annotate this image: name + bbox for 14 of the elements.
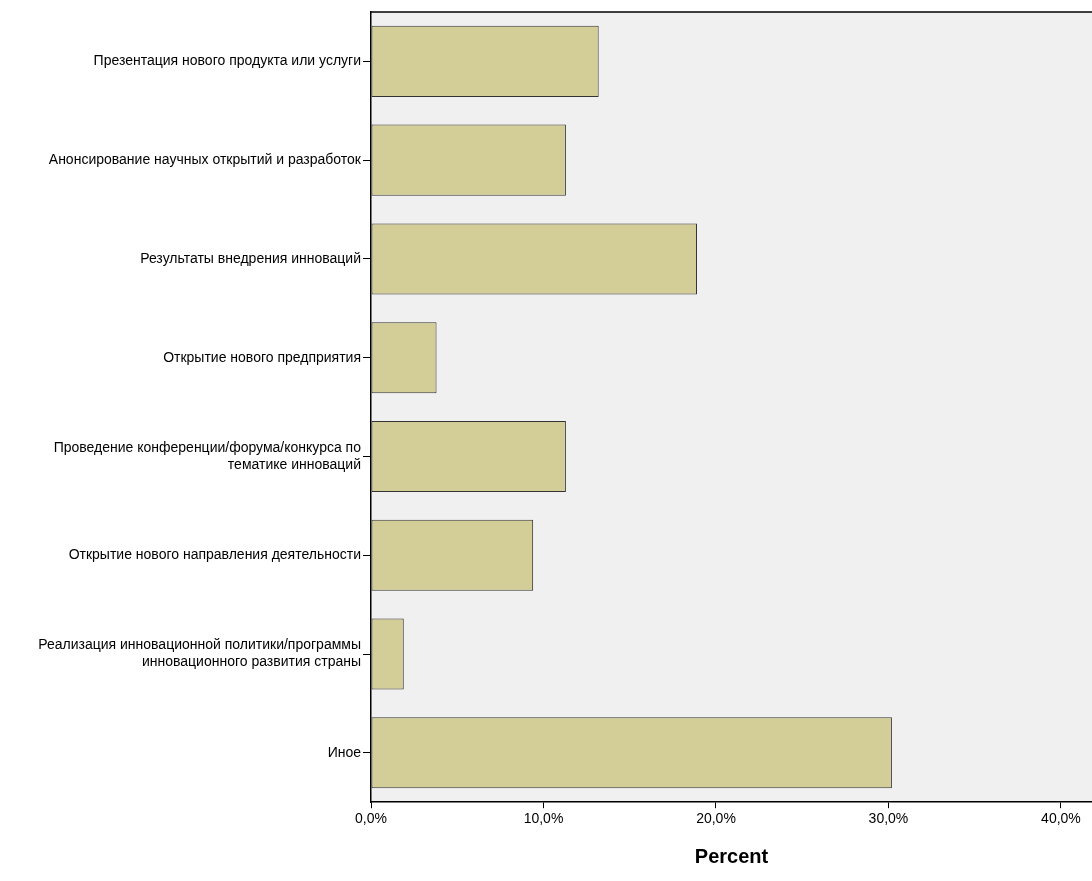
y-tick-label: Реализация инновационной политики/программы инновационного развития страны [38, 636, 361, 670]
x-tick-label: 10,0% [523, 810, 564, 827]
y-tick-label: Открытие нового направления деятельности [68, 546, 361, 563]
y-tick-label: Анонсирование научных открытий и разработок [48, 151, 362, 168]
x-tick-label: 30,0% [868, 810, 909, 827]
y-tick-label: Презентация нового продукта или услуги [93, 52, 361, 69]
y-tick-label: Иное [327, 743, 362, 760]
y-tick-label: Открытие нового предприятия [163, 348, 361, 365]
x-tick-label: 20,0% [696, 810, 736, 827]
y-tick-label: Проведение конференции/форума/конкурса по тематике инноваций [53, 438, 362, 472]
x-axis-title: Percent [694, 844, 769, 867]
x-tick-label: 0,0% [355, 810, 387, 827]
x-tick-label: 40,0% [1041, 810, 1081, 827]
y-tick-label: Результаты внедрения инноваций [140, 249, 361, 266]
